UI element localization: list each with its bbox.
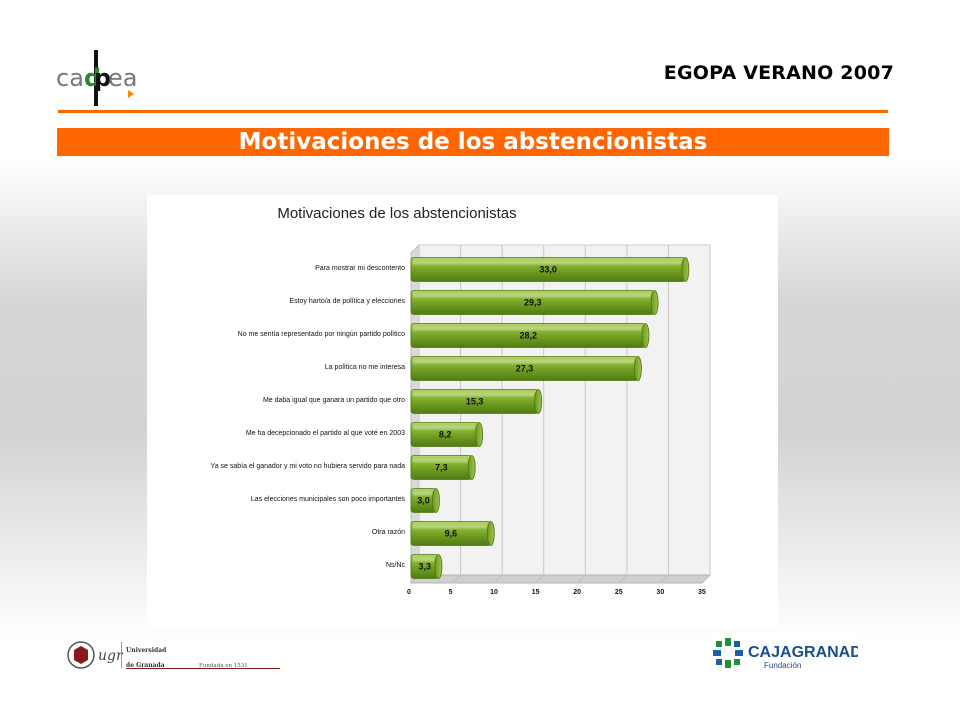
bar-value-label: 29,3: [524, 298, 542, 308]
plot-floor: [409, 574, 712, 584]
svg-text:d: d: [84, 64, 101, 92]
category-label: Me ha decepcionado el partido al que vot…: [245, 429, 405, 437]
grid-floor-line: [618, 574, 628, 584]
bar-value-label: 27,3: [516, 364, 534, 374]
ugr-mark: ugr: [98, 648, 124, 664]
category-label: Ns/Nc: [385, 561, 405, 569]
bar: [410, 422, 484, 447]
x-tick-label: 0: [407, 589, 411, 596]
bar-value-label: 9,6: [445, 529, 458, 539]
bar: [410, 521, 495, 546]
bar: [410, 389, 543, 414]
bar-chart: 33,0 29,3 28,2 27,3 15,3 8,2 7,3 3,0 9,6 3,3: [409, 243, 712, 585]
cadpea-logo: ca d p ea: [48, 46, 146, 110]
bar-value-label: 3,3: [418, 562, 431, 572]
x-tick-label: 15: [531, 589, 540, 596]
chart-title: Motivaciones de los abstencionistas: [277, 205, 517, 222]
grid-floor-line: [576, 574, 586, 584]
category-label: Otra razón: [371, 528, 405, 536]
bar: [410, 488, 440, 513]
ugr-line-3: Fundada en 1531: [199, 663, 248, 669]
x-tick-label: 25: [614, 589, 623, 596]
bar-value-label: 33,0: [539, 265, 557, 275]
category-label: Para mostrar mi descontento: [315, 264, 405, 272]
header-divider: [58, 110, 888, 113]
bar: [410, 455, 476, 480]
grid-floor-line: [535, 574, 545, 584]
x-tick-label: 35: [698, 589, 706, 596]
grid-floor-line: [701, 574, 711, 584]
ugr-line-1: Universidad: [126, 647, 167, 654]
bar-value-label: 15,3: [466, 397, 484, 407]
caja-sub: Fundación: [764, 661, 801, 670]
grid-floor-line: [493, 574, 503, 584]
svg-text:ca: ca: [56, 64, 84, 92]
bar-value-label: 3,0: [417, 496, 430, 506]
bar: [410, 554, 443, 579]
x-tick-label: 5: [448, 589, 453, 596]
grid-floor-line: [452, 574, 461, 584]
section-banner: Motivaciones de los abstencionistas: [57, 128, 889, 156]
category-label: Ya se sabía el ganador y mi voto no hubi…: [210, 462, 405, 470]
ugr-line-2: de Granada: [126, 662, 165, 669]
bar: [410, 356, 642, 381]
svg-text:p: p: [94, 64, 111, 92]
category-label: No me sentía representado por ningún par…: [237, 330, 405, 338]
cajagranada-logo: CAJAGRANADA Fundación: [712, 633, 874, 673]
caja-name: CAJAGRANADA: [748, 644, 858, 661]
x-tick-label: 10: [490, 589, 498, 596]
category-label: Estoy harto/a de política y elecciones: [289, 297, 405, 305]
bar-value-label: 8,2: [439, 430, 452, 440]
grid-floor-line: [660, 574, 669, 584]
category-label: Me daba igual que ganara un partido que …: [262, 396, 405, 404]
universidad-granada-logo: ugr Universidad de Granada Fundada en 15…: [64, 638, 280, 672]
category-label: Las elecciones municipales son poco impo…: [250, 495, 405, 503]
bar: [410, 257, 690, 282]
bar: [410, 323, 650, 348]
chart-panel: Motivaciones de los abstencionistas 33,0…: [147, 195, 778, 627]
report-title: EGOPA VERANO 2007: [663, 62, 894, 84]
svg-text:ea: ea: [108, 64, 137, 92]
bar-value-label: 7,3: [435, 463, 448, 473]
x-tick-label: 30: [656, 589, 665, 596]
bar: [410, 290, 659, 315]
category-label: La política no me interesa: [324, 363, 405, 371]
x-tick-label: 20: [573, 589, 582, 596]
bar-value-label: 28,2: [519, 331, 537, 341]
